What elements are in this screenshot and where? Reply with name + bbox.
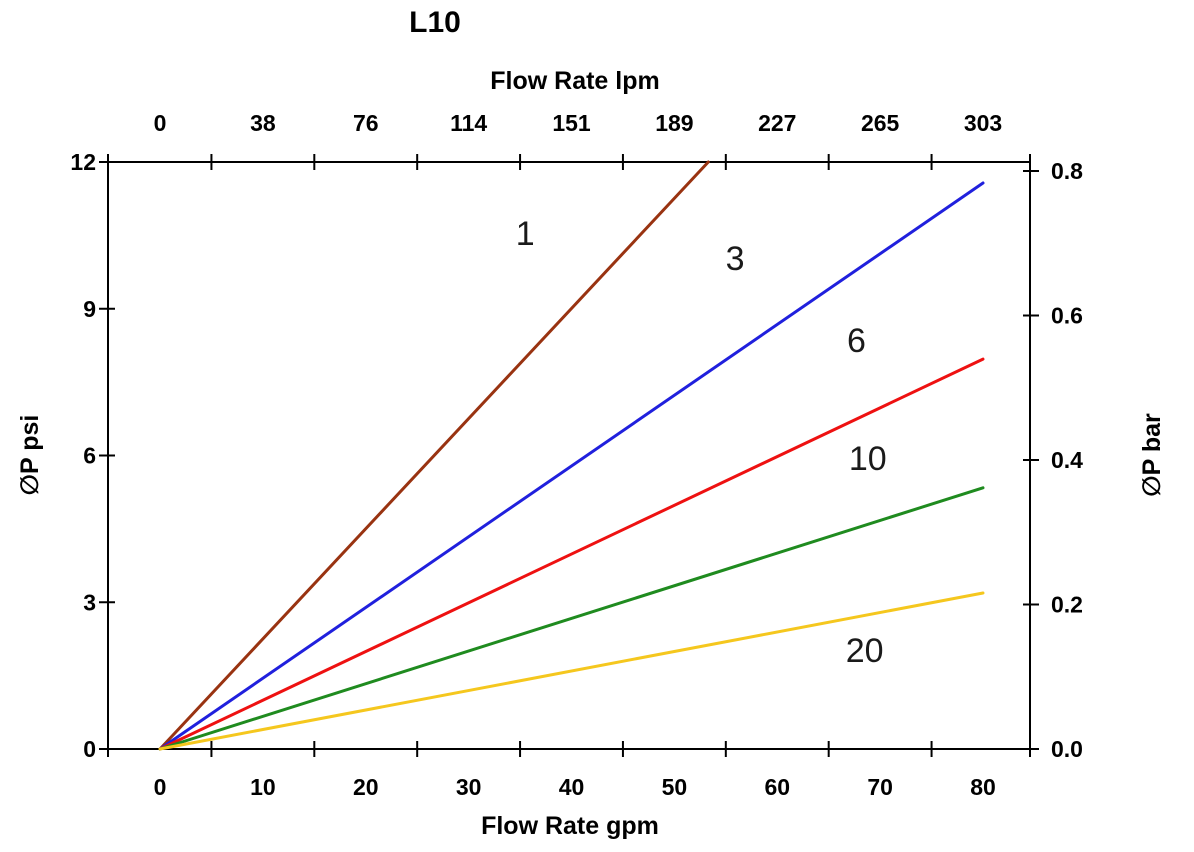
curve-label-1: 1: [516, 215, 535, 253]
curve-label-20: 20: [846, 632, 884, 670]
bottom-tick-label: 0: [154, 774, 167, 800]
series-line-10: [158, 486, 985, 751]
left-tick-label: 3: [83, 589, 96, 615]
bottom-tick-label: 70: [867, 774, 893, 800]
right-tick-label: 0.6: [1051, 303, 1083, 329]
bottom-tick-label: 30: [456, 774, 482, 800]
right-tick-label: 0.2: [1051, 592, 1083, 618]
series-line-20: [158, 591, 985, 751]
left-tick-label: 0: [83, 736, 96, 762]
right-tick-label: 0.4: [1051, 447, 1083, 473]
top-tick-label: 265: [861, 110, 900, 136]
left-tick-label: 12: [70, 149, 96, 175]
top-tick-label: 114: [450, 110, 487, 136]
curve-label-10: 10: [849, 440, 887, 478]
curve-label-3: 3: [726, 240, 745, 278]
left-tick-label: 6: [83, 443, 96, 469]
top-tick-label: 38: [250, 110, 276, 136]
top-axis-title: Flow Rate lpm: [490, 67, 660, 95]
top-tick-label: 151: [552, 110, 591, 136]
left-tick-label: 9: [83, 296, 96, 322]
bottom-tick-label: 50: [662, 774, 688, 800]
right-tick-label: 0.8: [1051, 158, 1083, 184]
right-tick-label: 0.0: [1051, 736, 1083, 762]
chart-title: L10: [409, 6, 461, 39]
series-line-3: [158, 181, 985, 751]
top-tick-label: 0: [154, 110, 167, 136]
bottom-tick-label: 80: [970, 774, 996, 800]
top-tick-label: 76: [353, 110, 379, 136]
bottom-tick-label: 40: [559, 774, 585, 800]
bottom-axis-title: Flow Rate gpm: [481, 812, 659, 840]
plot-frame: [107, 161, 1031, 750]
top-tick-label: 189: [655, 110, 693, 136]
curve-label-6: 6: [847, 322, 866, 360]
bottom-tick-label: 20: [353, 774, 379, 800]
bottom-tick-label: 10: [250, 774, 276, 800]
series-line-6: [158, 357, 985, 751]
top-tick-label: 303: [964, 110, 1002, 136]
top-tick-label: 227: [758, 110, 796, 136]
series-line-1: [158, 160, 710, 751]
bottom-tick-label: 60: [764, 774, 790, 800]
